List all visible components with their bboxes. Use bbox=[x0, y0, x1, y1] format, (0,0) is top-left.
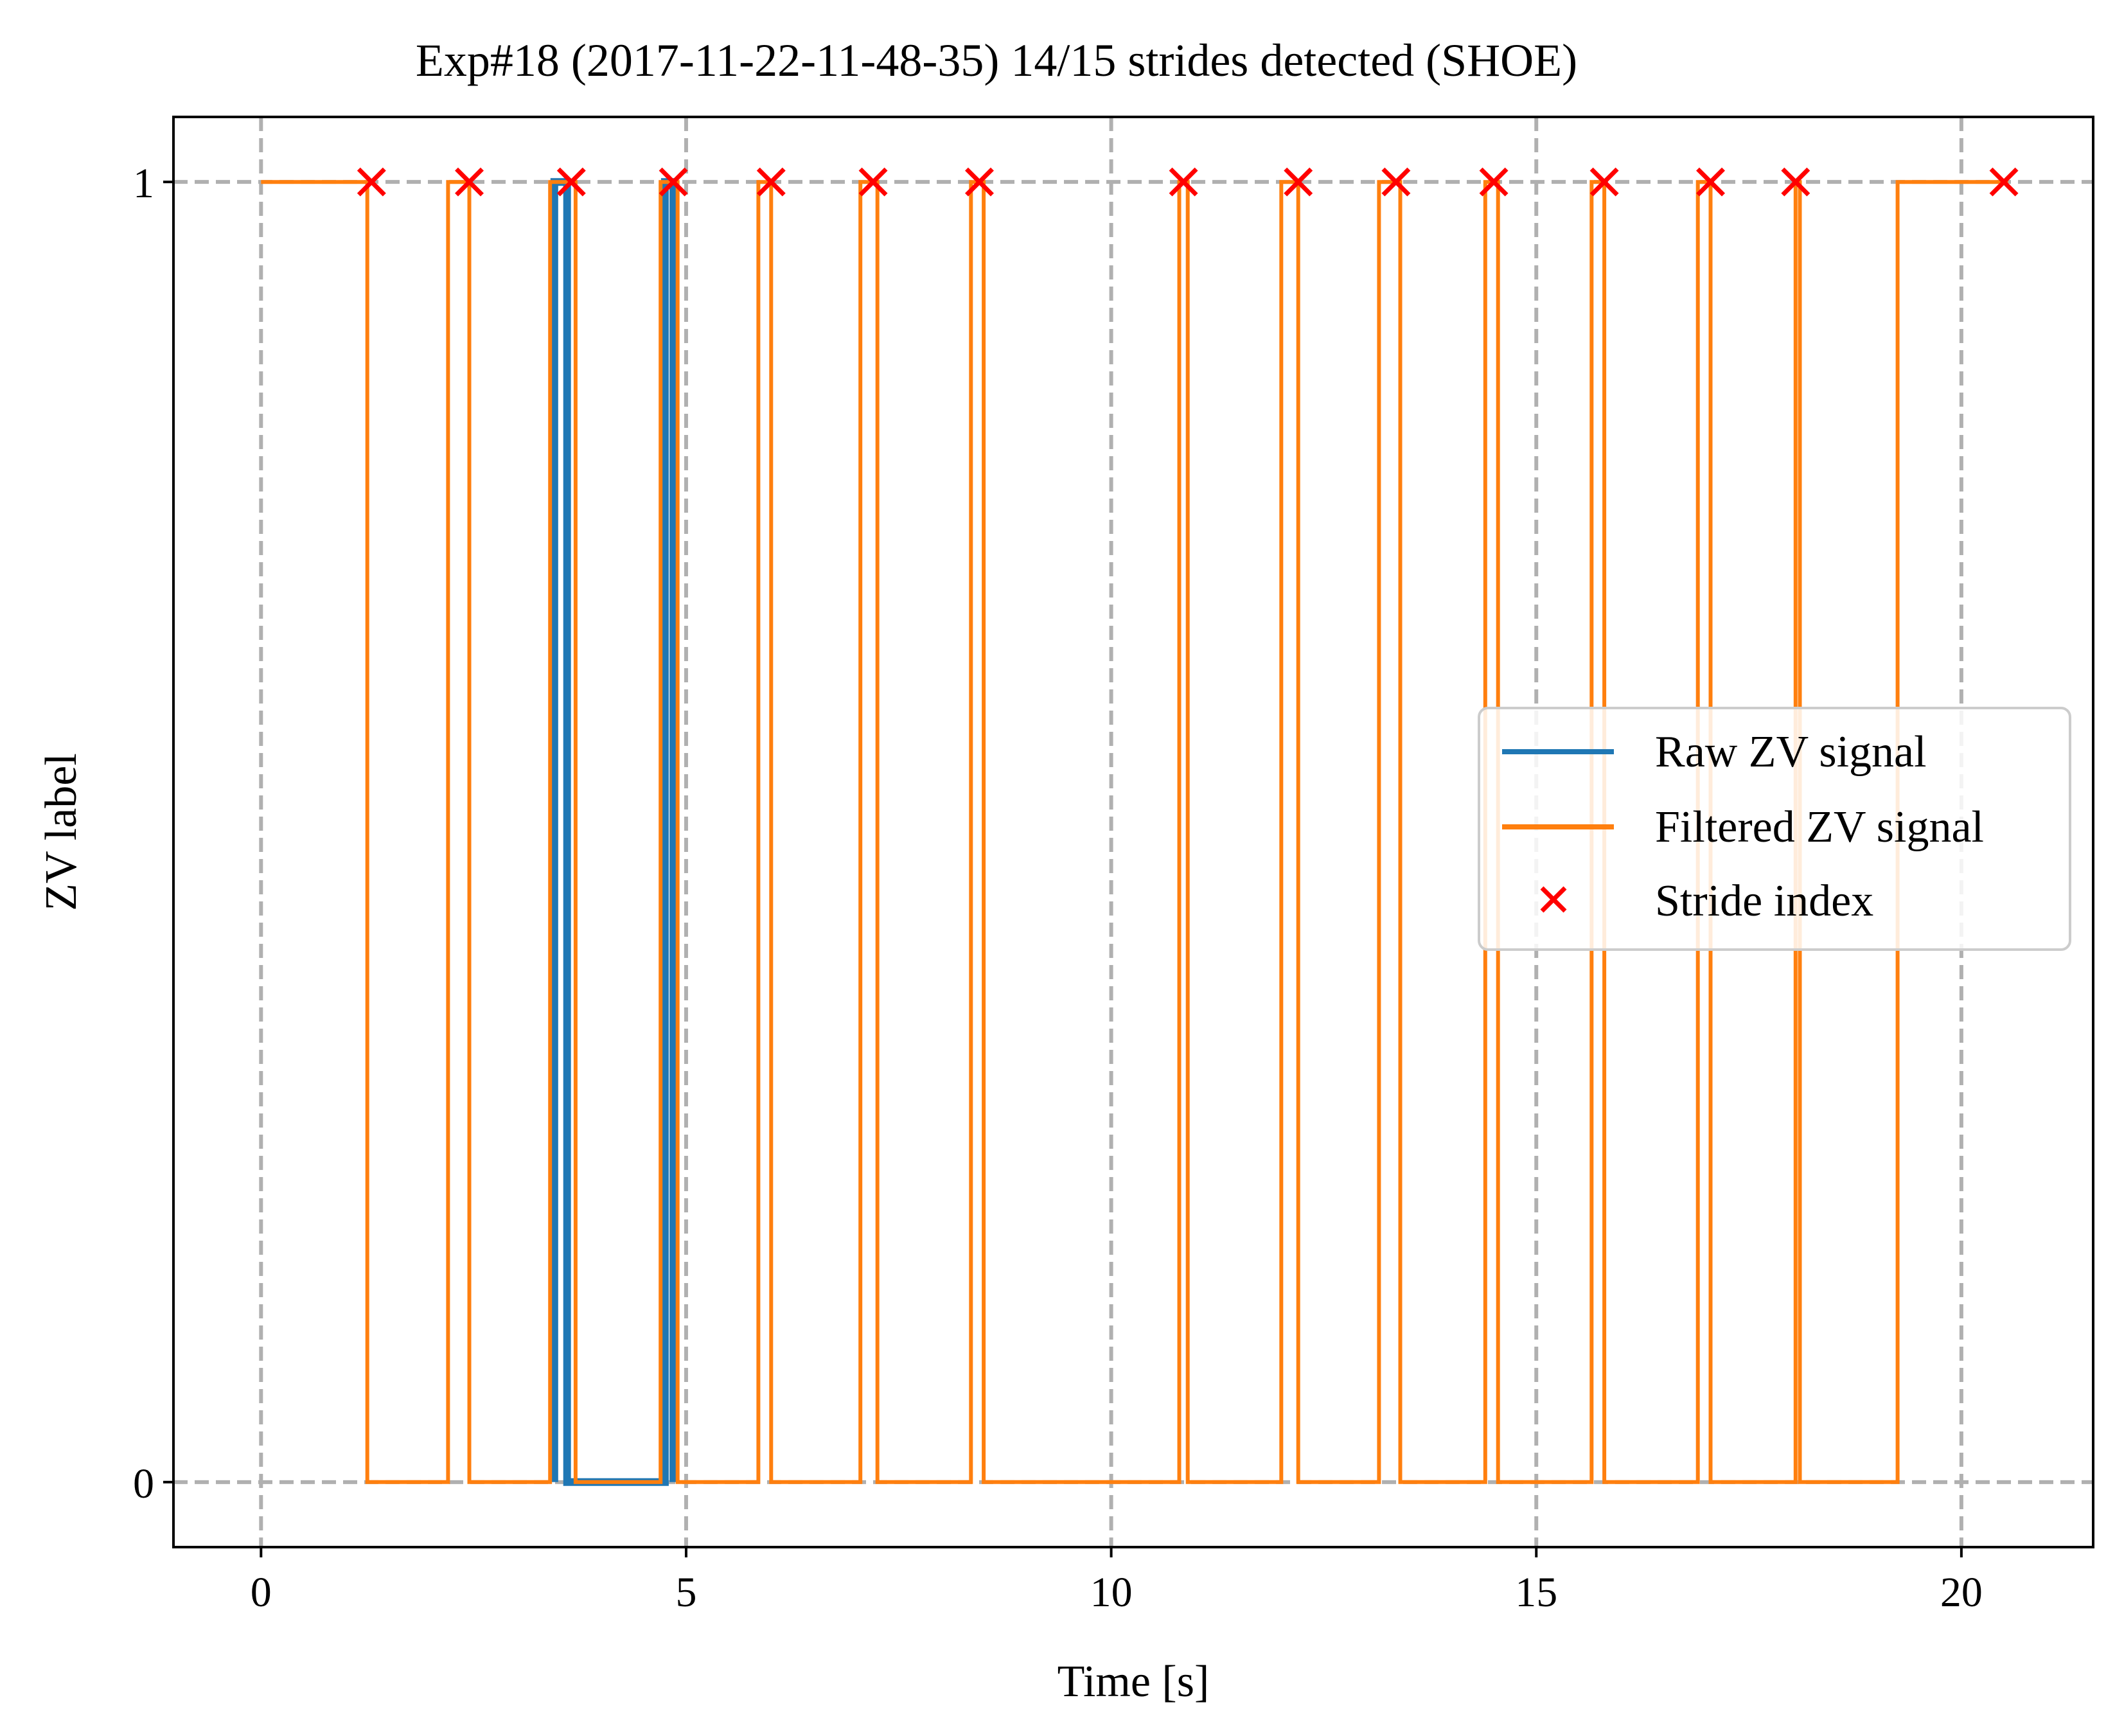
legend-box bbox=[1478, 707, 2071, 951]
stride-marker bbox=[1479, 167, 1509, 197]
legend-stride-label: Stride index bbox=[1655, 876, 1873, 926]
stride-marker bbox=[1284, 167, 1313, 197]
axes-frame bbox=[172, 116, 2094, 1548]
x-tick-label: 10 bbox=[1090, 1569, 1133, 1616]
stride-marker bbox=[1989, 167, 2019, 197]
legend-stride-marker bbox=[1540, 886, 1567, 913]
chart-title: Exp#18 (2017-11-22-11-48-35) 14/15 strid… bbox=[416, 35, 1577, 86]
stride-marker bbox=[1589, 167, 1619, 197]
y-tick-label: 1 bbox=[133, 160, 154, 207]
x-tick-label: 20 bbox=[1940, 1569, 1983, 1616]
stride-marker bbox=[756, 167, 786, 197]
stride-markers bbox=[357, 167, 2019, 197]
stride-marker bbox=[1381, 167, 1411, 197]
x-axis-label: Time [s] bbox=[1058, 1657, 1210, 1706]
stride-marker bbox=[1696, 167, 1725, 197]
stride-marker bbox=[858, 167, 888, 197]
stride-marker bbox=[659, 167, 688, 197]
legend: Raw ZV signal Filtered ZV signal Stride … bbox=[1478, 707, 2071, 951]
x-axis-ticks: 0 5 10 15 20 bbox=[251, 1547, 1983, 1616]
y-axis-label: ZV label bbox=[37, 753, 86, 911]
legend-filtered-label: Filtered ZV signal bbox=[1655, 802, 1984, 852]
stride-marker bbox=[455, 167, 484, 197]
legend-raw-label: Raw ZV signal bbox=[1655, 727, 1927, 777]
stride-marker bbox=[357, 167, 386, 197]
x-tick-label: 0 bbox=[251, 1569, 272, 1616]
stride-marker bbox=[1169, 167, 1198, 197]
stride-marker bbox=[1781, 167, 1810, 197]
stride-marker bbox=[556, 167, 586, 197]
x-tick-label: 15 bbox=[1515, 1569, 1557, 1616]
stride-marker bbox=[965, 167, 994, 197]
y-axis-ticks: 01 bbox=[133, 160, 173, 1507]
x-tick-label: 5 bbox=[675, 1569, 696, 1616]
y-tick-label: 0 bbox=[133, 1460, 154, 1507]
